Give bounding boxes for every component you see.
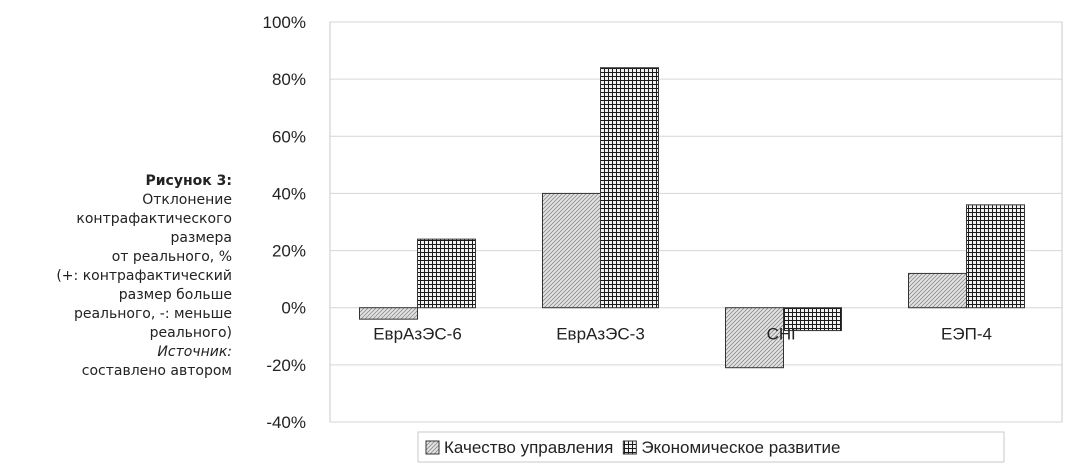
x-axis-labels: ЕврАзЭС-6 ЕврАзЭС-3 СНГ ЕЭП-4 — [373, 325, 992, 344]
y-axis-ticks: 100% 80% 60% 40% 20% 0% -20% -40% — [263, 13, 306, 432]
legend-swatch — [622, 440, 637, 455]
caption-line: реального, -: меньше — [73, 306, 232, 322]
legend: Качество управления Экономическое развити… — [417, 431, 1005, 463]
legend-swatch — [425, 440, 440, 455]
x-category-label: ЕЭП-4 — [941, 325, 992, 344]
bar-development — [966, 204, 1025, 309]
y-tick-label: -20% — [266, 356, 306, 375]
bar-governance — [725, 307, 784, 369]
caption-source-label: Источник: — [157, 344, 232, 360]
bar-governance — [908, 272, 967, 309]
bar-development — [600, 67, 659, 309]
caption-line: (+: контрафактический — [56, 268, 232, 284]
plot-area — [329, 21, 1063, 423]
y-tick-label: 80% — [272, 70, 306, 89]
legend-box — [417, 431, 1005, 463]
caption-line: размера — [170, 230, 232, 246]
bar-development — [417, 238, 476, 309]
bar-development — [783, 307, 842, 332]
caption-source-text: составлено автором — [81, 363, 232, 379]
legend-label: Экономическое развитие — [641, 438, 840, 457]
x-category-label: ЕврАзЭС-6 — [373, 325, 462, 344]
caption-line: реального) — [149, 325, 232, 341]
caption-line: Отклонение — [142, 192, 232, 208]
caption-line: от реального, % — [111, 249, 232, 265]
y-tick-label: 100% — [263, 13, 306, 32]
bar-governance — [542, 192, 601, 309]
caption-line: контрафактического — [76, 211, 232, 227]
plot-background — [329, 21, 1063, 423]
x-category-label: СНГ — [767, 325, 801, 344]
figure-caption: Рисунок 3: Отклонение контрафактического… — [0, 172, 232, 381]
y-tick-label: 60% — [272, 127, 306, 146]
caption-title: Рисунок 3: — [145, 173, 232, 189]
legend-label: Качество управления — [444, 438, 613, 457]
bar-governance — [359, 307, 418, 320]
bars — [359, 67, 1025, 369]
y-tick-label: -40% — [266, 413, 306, 432]
y-tick-label: 0% — [281, 299, 306, 318]
caption-line: размер больше — [118, 287, 232, 303]
y-tick-label: 40% — [272, 184, 306, 203]
x-category-label: ЕврАзЭС-3 — [556, 325, 645, 344]
y-tick-label: 20% — [272, 242, 306, 261]
